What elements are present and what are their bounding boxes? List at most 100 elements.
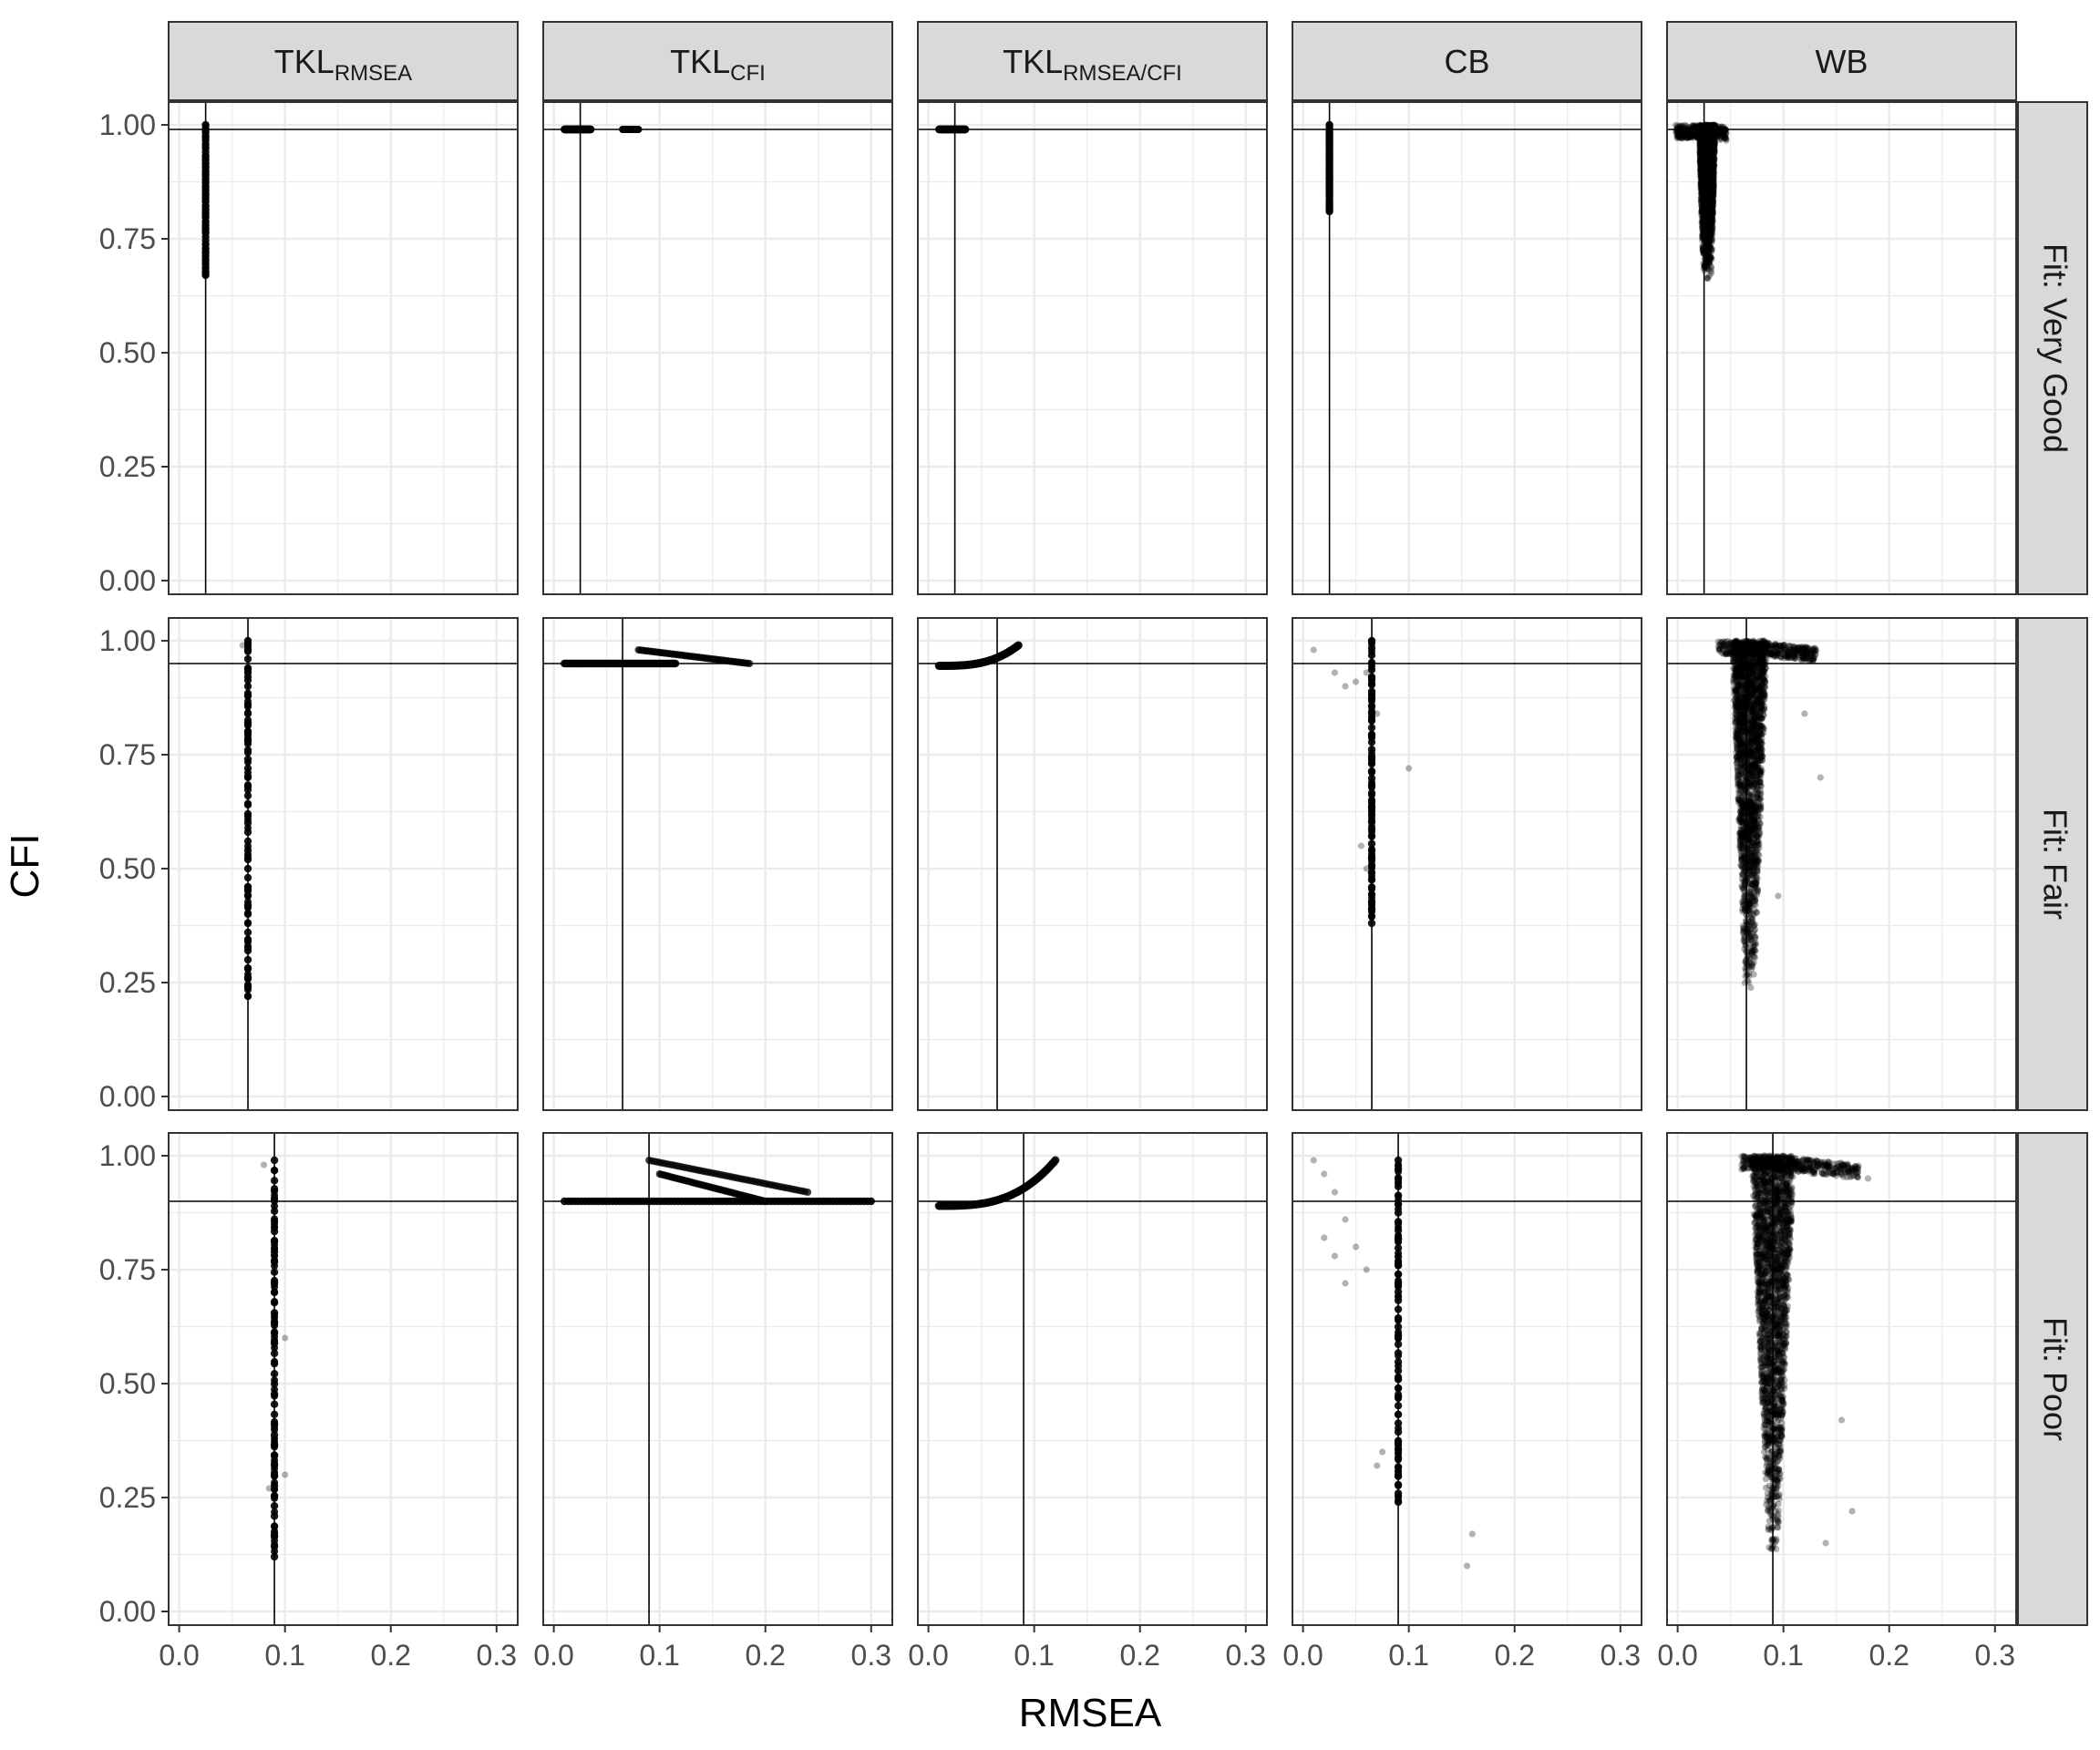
data-point (1703, 122, 1710, 129)
data-point (1701, 239, 1709, 246)
data-point (1696, 149, 1704, 157)
data-point (1707, 131, 1714, 139)
row-strip (2017, 101, 2088, 595)
y-tick-label: 1.00 (99, 108, 156, 141)
data-point (1704, 139, 1711, 147)
column-strip-label: TKLCFI (670, 43, 766, 86)
data-point (1701, 149, 1709, 157)
data-point (1704, 205, 1711, 212)
data-point (1704, 170, 1712, 177)
column-strip-label: WB (1816, 43, 1868, 80)
column-strip (542, 21, 893, 101)
x-tick-label: 0.0 (908, 1639, 948, 1672)
data-point (1708, 136, 1715, 143)
data-point (1707, 167, 1714, 174)
data-point (1708, 188, 1715, 195)
data-point (1707, 160, 1714, 168)
data-point (1707, 144, 1714, 151)
data-point (1696, 135, 1704, 142)
data-point (1704, 174, 1712, 181)
data-point (1707, 160, 1714, 167)
data-point (1708, 139, 1715, 147)
data-point (1707, 198, 1714, 205)
panel-border (917, 101, 1268, 595)
data-point (1709, 193, 1716, 201)
data-point (1704, 221, 1712, 228)
data-point (1707, 158, 1714, 166)
data-point (1706, 207, 1714, 214)
data-point (1709, 211, 1716, 218)
data-point (1704, 274, 1711, 282)
data-point (1705, 155, 1713, 162)
data-point (1697, 149, 1704, 156)
panel-background (169, 102, 518, 594)
data-point (1675, 131, 1683, 139)
x-tick-label: 0.0 (1282, 1639, 1323, 1672)
data-point (1706, 206, 1714, 213)
data-point (1353, 678, 1360, 685)
data-point (1703, 184, 1710, 191)
data-point (1705, 174, 1713, 182)
data-point (1706, 138, 1714, 145)
data-point (1709, 203, 1716, 211)
data-point (1708, 211, 1715, 218)
data-point (1342, 683, 1349, 690)
data-point (1708, 193, 1715, 201)
data-point (1697, 146, 1704, 153)
data-point (1704, 190, 1711, 198)
data-point (1704, 216, 1712, 223)
data-point (1710, 131, 1717, 139)
data-point (1710, 151, 1717, 159)
data-point (1704, 175, 1712, 182)
y-tick-label: 0.25 (99, 1481, 156, 1514)
data-point (1708, 129, 1716, 138)
data-point (1706, 195, 1714, 202)
data-point (1709, 165, 1716, 172)
data-point (1697, 170, 1704, 177)
data-point (1704, 190, 1711, 198)
y-tick-label: 0.75 (99, 738, 156, 771)
data-point (1696, 151, 1704, 159)
data-point (1708, 121, 1715, 129)
data-point (1710, 132, 1718, 139)
data-point (1706, 221, 1714, 229)
data-point (1704, 210, 1711, 217)
facet-panel (917, 101, 1268, 595)
data-point (1706, 223, 1714, 231)
data-point (1706, 197, 1714, 204)
data-point (1711, 141, 1718, 149)
data-point (1363, 669, 1370, 676)
data-point (1711, 141, 1718, 149)
data-point (1705, 130, 1713, 138)
y-tick-label: 1.00 (99, 1139, 156, 1172)
data-point (1709, 173, 1716, 180)
data-point (1697, 162, 1704, 170)
data-point (1707, 192, 1714, 200)
data-point (1709, 122, 1716, 129)
data-point (1708, 133, 1715, 140)
facet-panel (1292, 101, 1642, 595)
data-point (1705, 158, 1713, 165)
x-tick-label: 0.3 (1226, 1639, 1266, 1672)
data-point (1709, 213, 1716, 221)
data-point (1706, 145, 1714, 152)
data-point (1710, 183, 1717, 190)
data-point (1697, 185, 1705, 192)
data-point (1708, 186, 1715, 193)
panel-background (1292, 102, 1642, 594)
data-point (1706, 143, 1714, 150)
data-point (1710, 188, 1717, 195)
data-point (1697, 170, 1704, 177)
data-point (1709, 160, 1716, 168)
data-point (1704, 156, 1711, 164)
y-tick-label: 0.00 (99, 1080, 156, 1113)
data-point (1711, 149, 1718, 156)
data-point (1706, 131, 1714, 139)
data-point (1704, 193, 1712, 201)
x-axis-title: RMSEA (1019, 1691, 1162, 1735)
data-point (1704, 240, 1712, 247)
data-point (1700, 190, 1707, 197)
facet-panel (1666, 617, 2017, 1111)
data-point (1705, 221, 1713, 228)
